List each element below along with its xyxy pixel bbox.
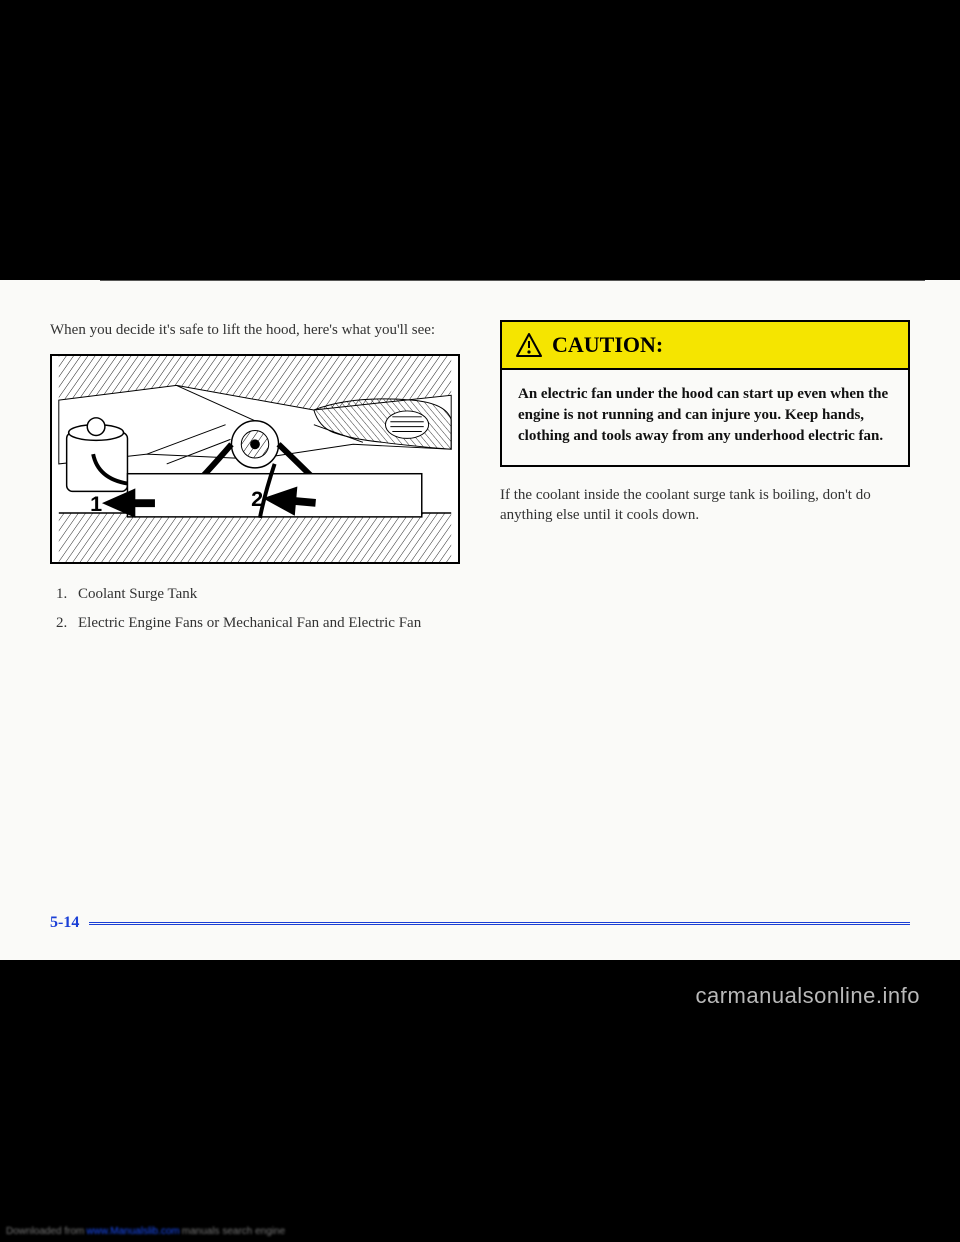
caution-header: CAUTION: (502, 322, 908, 368)
page-footer: 5-14 (50, 914, 910, 932)
component-list: Coolant Surge Tank Electric Engine Fans … (50, 584, 460, 633)
footer-link[interactable]: www.Manualslib.com (86, 1226, 179, 1237)
right-column: CAUTION: An electric fan under the hood … (500, 320, 910, 641)
caution-title: CAUTION: (552, 332, 663, 358)
source-footer: Downloaded from www.Manualslib.com manua… (0, 1220, 285, 1242)
page-number: 5-14 (50, 914, 79, 932)
svg-text:1: 1 (90, 491, 102, 516)
post-caution-paragraph: If the coolant inside the coolant surge … (500, 485, 910, 526)
list-item: Coolant Surge Tank (56, 584, 460, 604)
engine-bay-illustration: 1 2 (50, 354, 460, 564)
caution-callout: CAUTION: An electric fan under the hood … (500, 320, 910, 467)
top-rule (100, 280, 925, 281)
list-item: Electric Engine Fans or Mechanical Fan a… (56, 613, 460, 633)
warning-triangle-icon (516, 333, 542, 357)
caution-body: An electric fan under the hood can start… (502, 370, 908, 465)
footer-prefix: Downloaded from (6, 1226, 84, 1237)
footer-suffix: manuals search engine (182, 1226, 285, 1237)
watermark-text: carmanualsonline.info (695, 983, 920, 1009)
engine-svg: 1 2 (52, 356, 458, 562)
content-columns: When you decide it's safe to lift the ho… (50, 320, 910, 641)
svg-text:2: 2 (251, 486, 263, 511)
manual-page: When you decide it's safe to lift the ho… (0, 280, 960, 960)
footer-rule (89, 922, 910, 925)
left-column: When you decide it's safe to lift the ho… (50, 320, 460, 641)
intro-paragraph: When you decide it's safe to lift the ho… (50, 320, 460, 340)
